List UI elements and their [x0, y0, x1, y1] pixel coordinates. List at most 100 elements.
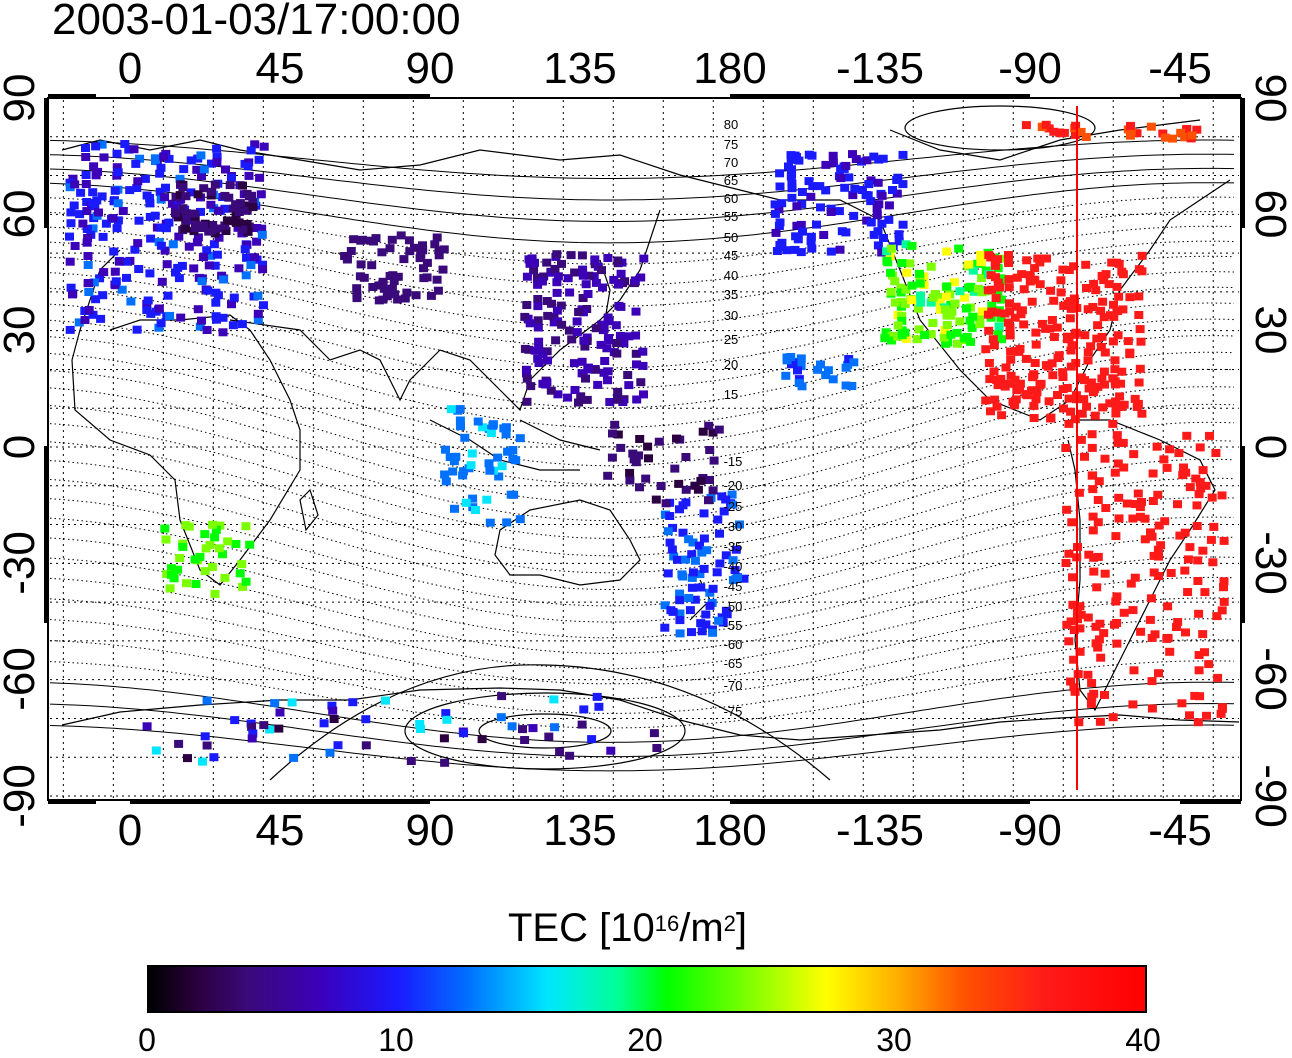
tec-point	[569, 359, 579, 368]
lat-tick-right: -90	[1246, 764, 1292, 828]
tec-point	[174, 274, 184, 283]
tec-point	[1027, 297, 1037, 306]
tec-point	[1200, 648, 1209, 657]
tec-point	[537, 277, 547, 286]
colorbar	[147, 965, 1147, 1013]
tec-point	[813, 365, 823, 374]
tec-point	[1148, 469, 1158, 478]
tec-point	[896, 283, 906, 292]
tec-point	[1064, 637, 1074, 646]
tec-point	[101, 219, 111, 228]
tec-point	[690, 556, 700, 565]
tec-point	[488, 421, 498, 430]
tec-point	[1001, 363, 1011, 372]
tec-point	[660, 601, 670, 610]
tec-point	[939, 333, 949, 342]
tec-point	[1015, 384, 1025, 393]
tec-point	[1066, 677, 1076, 686]
tec-point	[1056, 276, 1066, 285]
tec-point	[1044, 397, 1054, 406]
tec-point	[1135, 503, 1145, 512]
tec-point	[208, 520, 217, 529]
tec-point	[1006, 355, 1016, 364]
tec-point	[557, 320, 567, 329]
tec-point	[522, 397, 532, 406]
tec-point	[1109, 312, 1119, 321]
tec-point	[190, 555, 200, 564]
tec-point	[497, 692, 507, 701]
contour-line	[49, 639, 1235, 714]
tec-point	[1000, 309, 1010, 318]
tec-point	[708, 584, 718, 593]
tec-point	[145, 269, 155, 278]
tec-point	[1047, 359, 1057, 368]
tec-point	[1146, 122, 1156, 131]
tec-point	[678, 501, 688, 510]
tec-point	[161, 535, 171, 544]
tec-point	[459, 467, 468, 476]
tec-point	[244, 171, 254, 180]
tec-point	[1076, 373, 1086, 382]
tec-point	[695, 541, 704, 550]
contour-line	[49, 556, 1235, 654]
tec-point	[445, 453, 455, 461]
tec-point	[704, 496, 713, 505]
tec-point	[572, 328, 582, 337]
tec-point	[873, 241, 883, 250]
tec-point	[866, 218, 876, 227]
axis-bars	[44, 94, 1245, 804]
tec-point	[226, 173, 236, 182]
tec-point	[862, 216, 872, 225]
tec-point	[455, 405, 465, 414]
tec-point	[83, 261, 93, 269]
tec-point	[174, 739, 184, 748]
tec-data-points	[65, 120, 1229, 767]
tec-point	[1137, 409, 1147, 418]
tec-point	[714, 616, 724, 625]
tec-point	[1209, 522, 1219, 531]
tec-point	[1089, 279, 1099, 288]
tec-point	[210, 533, 220, 542]
tec-point	[677, 570, 687, 579]
tec-point	[1216, 709, 1226, 718]
tec-point	[984, 326, 994, 335]
tec-point	[886, 287, 896, 296]
tec-point	[880, 334, 890, 343]
tec-point	[200, 567, 210, 576]
tec-point	[1089, 553, 1099, 562]
tec-point	[552, 278, 562, 287]
contour-label: -55	[724, 618, 743, 633]
tec-point	[597, 320, 607, 329]
tec-point	[237, 320, 247, 329]
tec-point	[450, 504, 459, 513]
tec-point	[705, 601, 715, 610]
tec-point	[634, 451, 644, 460]
tec-point	[563, 274, 573, 283]
tec-point	[389, 277, 399, 286]
tec-point	[220, 573, 230, 582]
tec-point	[245, 540, 255, 549]
tec-point	[851, 155, 861, 164]
tec-point	[890, 298, 900, 307]
colorbar-tick: 10	[378, 1022, 414, 1058]
tec-point	[901, 240, 911, 249]
tec-point	[418, 241, 427, 250]
tec-point	[1048, 371, 1058, 380]
tec-point	[681, 555, 690, 564]
tec-point	[1084, 550, 1094, 559]
tec-point	[1134, 292, 1144, 301]
tec-point	[1011, 395, 1021, 404]
tec-point	[497, 462, 507, 471]
tec-point	[1010, 375, 1020, 384]
tec-point	[613, 430, 623, 439]
tec-point	[594, 702, 604, 711]
tec-point	[534, 359, 544, 367]
pole-contour-south	[269, 664, 831, 781]
tec-point	[652, 744, 662, 752]
tec-point	[1110, 356, 1120, 365]
tec-point	[142, 191, 152, 200]
contour-label: 30	[724, 308, 738, 323]
tec-point	[178, 542, 188, 551]
tec-point	[471, 506, 480, 514]
tec-point	[142, 722, 152, 731]
